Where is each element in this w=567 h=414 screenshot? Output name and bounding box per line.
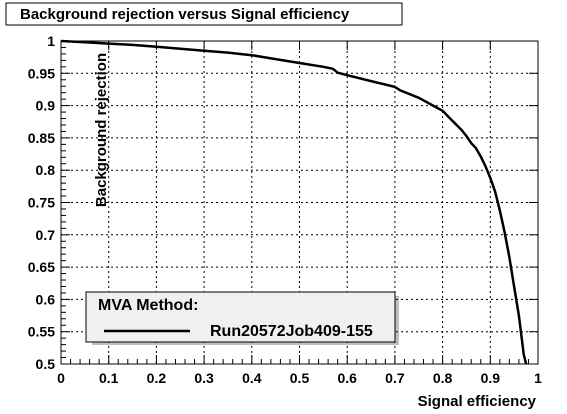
chart-title: Background rejection versus Signal effic…	[20, 6, 350, 23]
y-tick-label: 0.85	[28, 130, 55, 146]
series-line	[60, 39, 528, 365]
grid-lines	[61, 41, 538, 364]
y-tick-label: 1	[47, 33, 55, 49]
x-tick-label: 0.8	[433, 370, 453, 386]
legend: MVA Method: Run20572Job409-155	[85, 291, 399, 345]
x-tick-label: 0	[57, 370, 65, 386]
y-tick-label: 0.7	[36, 227, 56, 243]
legend-entry-label: Run20572Job409-155	[210, 323, 373, 340]
x-tick-labels: 0 0.1 0.2 0.3 0.4 0.5 0.6 0.7 0.8 0.9 1	[57, 370, 542, 386]
x-tick-label: 0.2	[147, 370, 167, 386]
axis-ticks	[60, 40, 539, 365]
series-layer	[60, 39, 528, 365]
y-tick-label: 0.5	[36, 356, 56, 372]
x-tick-label: 1	[534, 370, 542, 386]
y-tick-label: 0.6	[36, 291, 56, 307]
x-tick-label: 0.6	[337, 370, 357, 386]
x-tick-label: 0.5	[290, 370, 310, 386]
title-frame	[5, 2, 403, 26]
x-tick-label: 0.4	[242, 370, 262, 386]
y-tick-label: 0.75	[28, 195, 55, 211]
x-tick-label: 0.7	[385, 370, 405, 386]
y-tick-label: 0.9	[36, 98, 56, 114]
x-axis-label: Signal efficiency	[418, 393, 537, 410]
y-tick-label: 0.8	[36, 162, 56, 178]
legend-box	[85, 291, 396, 343]
y-tick-labels: 0.5 0.55 0.6 0.65 0.7 0.75 0.8 0.85 0.9 0.95 1	[28, 33, 55, 372]
x-tick-label: 0.1	[99, 370, 119, 386]
y-tick-label: 0.95	[28, 65, 55, 81]
legend-header: MVA Method:	[98, 297, 198, 314]
y-axis-label: Background rejection	[93, 53, 110, 207]
title-box: Background rejection versus Signal effic…	[5, 2, 403, 26]
x-tick-label: 0.3	[194, 370, 214, 386]
y-tick-label: 0.65	[28, 259, 55, 275]
y-tick-label: 0.55	[28, 324, 55, 340]
x-tick-label: 0.9	[481, 370, 501, 386]
